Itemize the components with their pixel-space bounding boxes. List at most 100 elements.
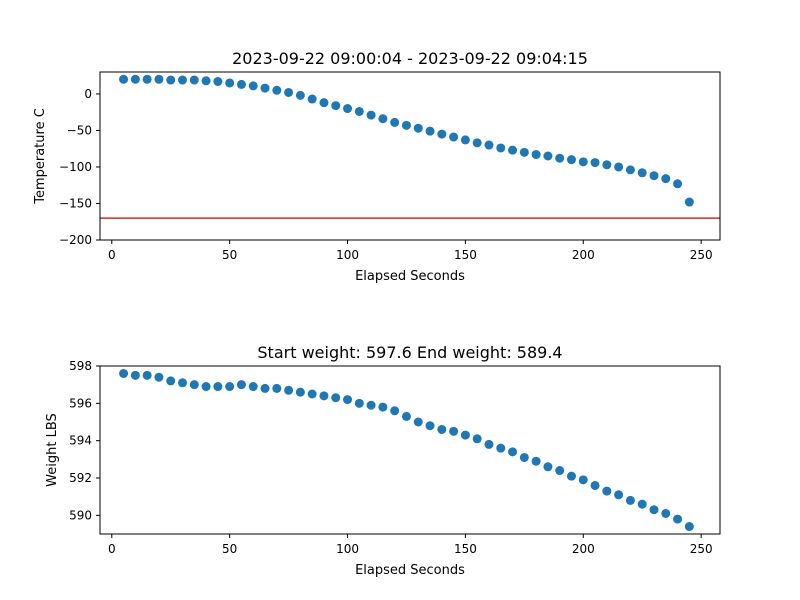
weight-ticks: 0 50 100 150 200 250 590 592 594 596 598 — [69, 359, 713, 556]
temperature-data-point — [413, 123, 423, 133]
weight-x-tick-label: 100 — [336, 542, 359, 556]
temperature-x-axis-label: Elapsed Seconds — [355, 269, 465, 284]
weight-data-point — [260, 383, 270, 393]
temperature-marks — [100, 74, 720, 219]
weight-x-tick-label: 50 — [222, 542, 237, 556]
temperature-data-point — [578, 157, 588, 167]
temperature-data-point — [661, 174, 671, 184]
temperature-ticks: 0 50 100 150 200 250 −200 −150 −100 −50 0 — [59, 87, 713, 262]
weight-data-point — [590, 480, 600, 490]
weight-data-point — [130, 370, 140, 380]
temperature-panel: 2023-09-22 09:00:04 - 2023-09-22 09:04:1… — [33, 49, 721, 284]
weight-data-point — [661, 508, 671, 518]
temperature-data-point — [519, 147, 529, 157]
temperature-data-point — [484, 140, 494, 150]
weight-data-point — [213, 382, 223, 392]
temperature-data-point — [119, 74, 129, 84]
weight-data-point — [225, 382, 235, 392]
weight-x-axis-label: Elapsed Seconds — [355, 563, 465, 578]
temperature-data-point — [590, 158, 600, 168]
temperature-data-point — [684, 197, 694, 207]
weight-data-point — [637, 499, 647, 509]
temperature-data-point — [319, 98, 329, 108]
temperature-data-point — [166, 75, 176, 85]
weight-data-point — [508, 447, 518, 457]
temperature-data-point — [331, 101, 341, 111]
temperature-data-point — [366, 110, 376, 120]
weight-data-point — [248, 382, 258, 392]
weight-data-point — [449, 426, 459, 436]
weight-data-point — [401, 411, 411, 421]
weight-data-point — [684, 522, 694, 532]
temperature-data-point — [472, 138, 482, 148]
weight-data-point — [119, 368, 129, 378]
temperature-y-tick-label: 0 — [84, 87, 92, 101]
temperature-data-point — [260, 83, 270, 93]
temperature-y-axis-label: Temperature C — [33, 108, 48, 205]
weight-data-point — [166, 376, 176, 386]
weight-data-point — [366, 400, 376, 410]
weight-data-point — [649, 505, 659, 515]
temperature-data-point — [449, 132, 459, 142]
temperature-chart-title: 2023-09-22 09:00:04 - 2023-09-22 09:04:1… — [232, 49, 588, 68]
weight-data-point — [178, 378, 188, 388]
weight-data-point — [472, 434, 482, 444]
temperature-data-point — [496, 143, 506, 153]
weight-data-point — [625, 495, 635, 505]
weight-data-point — [519, 452, 529, 462]
weight-data-point — [496, 443, 506, 453]
weight-data-point — [354, 398, 364, 408]
temperature-data-point — [178, 75, 188, 85]
temperature-data-point — [213, 76, 223, 86]
temperature-data-point — [649, 171, 659, 181]
temperature-data-point — [201, 76, 211, 86]
temperature-data-point — [531, 150, 541, 160]
weight-data-point — [331, 393, 341, 403]
weight-data-point — [673, 514, 683, 524]
temperature-data-point — [225, 78, 235, 88]
temperature-x-tick-label: 250 — [690, 248, 713, 262]
weight-data-point — [319, 391, 329, 401]
weight-data-point — [602, 486, 612, 496]
temperature-data-point — [236, 79, 246, 89]
temperature-data-point — [154, 74, 164, 84]
weight-x-tick-label: 150 — [454, 542, 477, 556]
weight-plot-frame — [99, 365, 721, 535]
temperature-data-point — [614, 162, 624, 172]
temperature-data-point — [378, 114, 388, 124]
temperature-data-point — [625, 165, 635, 175]
weight-data-point — [531, 456, 541, 466]
weight-y-tick-label: 594 — [69, 434, 92, 448]
temperature-data-point — [248, 81, 258, 91]
weight-data-point — [201, 382, 211, 392]
weight-data-point — [154, 372, 164, 382]
temperature-data-point — [343, 104, 353, 114]
weight-data-point — [484, 439, 494, 449]
weight-x-tick-label: 200 — [572, 542, 595, 556]
weight-data-point — [425, 421, 435, 431]
temperature-data-point — [425, 126, 435, 136]
temperature-data-point — [284, 87, 294, 97]
weight-data-point — [555, 466, 565, 476]
weight-y-tick-label: 598 — [69, 359, 92, 373]
weight-data-point — [284, 385, 294, 395]
temperature-data-point — [307, 94, 317, 104]
weight-data-point — [343, 395, 353, 405]
weight-marks — [119, 368, 694, 532]
temperature-data-point — [637, 168, 647, 178]
temperature-data-point — [460, 135, 470, 145]
temperature-x-tick-label: 0 — [108, 248, 116, 262]
temperature-y-tick-label: −50 — [67, 123, 92, 137]
weight-panel: Start weight: 597.6 End weight: 589.4 0 5… — [45, 343, 721, 578]
temperature-x-tick-label: 50 — [222, 248, 237, 262]
weight-data-point — [460, 430, 470, 440]
temperature-x-tick-label: 200 — [572, 248, 595, 262]
temperature-data-point — [437, 129, 447, 139]
weight-y-axis-label: Weight LBS — [45, 413, 60, 487]
temperature-data-point — [401, 120, 411, 130]
weight-data-point — [543, 462, 553, 472]
weight-x-tick-label: 0 — [108, 542, 116, 556]
weight-data-point — [272, 383, 282, 393]
